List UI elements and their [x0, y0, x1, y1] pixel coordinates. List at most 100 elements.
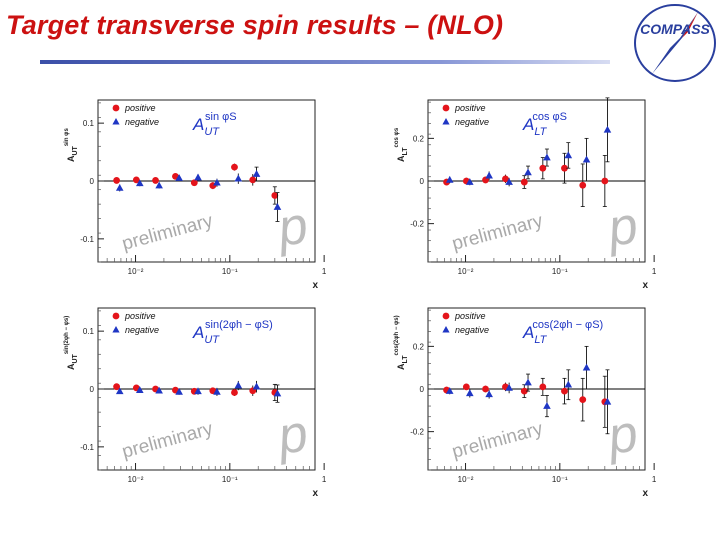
point-positive [132, 176, 140, 184]
x-axis-label: x [312, 280, 318, 291]
point-negative [252, 170, 261, 177]
slide-title: Target transverse spin results – (NLO) [6, 10, 504, 40]
y-tick-label: 0.2 [413, 342, 425, 351]
y-axis-label: AUTsin φs [64, 128, 79, 162]
x-tick-label: 10⁻¹ [222, 267, 238, 276]
y-axis-label-sup: cos φs [394, 127, 400, 147]
x-tick-label: 10⁻² [458, 475, 474, 484]
chart-title-base: A [522, 323, 534, 342]
point-negative [234, 174, 243, 182]
y-axis-label-main: A [396, 363, 406, 370]
x-tick-label: 10⁻² [128, 267, 144, 276]
watermark-preliminary: preliminary [120, 418, 216, 462]
chart-title-sub: UT [204, 334, 220, 346]
point-positive [601, 177, 609, 185]
y-axis-label: ALTcos φs [394, 127, 409, 162]
point-positive [579, 181, 587, 189]
legend-marker-negative [442, 326, 450, 333]
y-axis-label-sup: sin(2φh − φs) [64, 316, 70, 354]
logo-text: COMPASS [640, 21, 710, 37]
point-negative [136, 179, 144, 187]
y-tick-label: -0.2 [410, 220, 424, 229]
legend-label-positive: positive [454, 103, 486, 113]
chart-title-sup: cos(2φh − φS) [532, 319, 603, 331]
y-tick-label: -0.1 [80, 443, 94, 452]
point-positive [482, 385, 489, 393]
point-negative [115, 387, 124, 395]
point-negative [213, 387, 221, 395]
watermark-preliminary: preliminary [450, 418, 546, 462]
point-positive [249, 176, 257, 184]
chart-title-sup: sin φS [205, 111, 237, 123]
point-positive [231, 389, 238, 396]
point-negative [603, 125, 612, 133]
point-negative [273, 203, 282, 210]
point-negative [564, 151, 573, 159]
watermark-partial: p [603, 404, 642, 466]
point-negative [175, 387, 183, 395]
point-negative [582, 363, 591, 371]
point-negative [115, 183, 124, 191]
x-tick-label: 10⁻¹ [552, 267, 568, 276]
y-axis-label-main: A [66, 155, 76, 162]
point-negative [485, 390, 493, 398]
point-positive [579, 396, 587, 404]
x-tick-label: 10⁻² [128, 475, 144, 484]
point-negative [505, 178, 513, 185]
y-tick-label: -0.2 [410, 428, 424, 437]
watermark-partial: p [603, 196, 642, 258]
point-positive [271, 192, 279, 199]
point-negative [234, 381, 243, 389]
point-negative [194, 173, 202, 181]
chart-title-base: A [192, 323, 204, 342]
point-negative [524, 168, 532, 176]
point-negative [194, 387, 202, 395]
point-negative [543, 402, 551, 409]
chart-panel-cos-phis: -0.2 0 0.2 10⁻² 10⁻¹ 1 x ALTcos φs preliminary p p… [390, 90, 690, 300]
chart-title: ALT cos(2φh − φS) [522, 319, 603, 346]
point-positive [539, 383, 547, 391]
y-axis-label: AUTsin(2φh − φs) [64, 316, 79, 370]
x-tick-label: 10⁻¹ [222, 475, 238, 484]
point-positive [231, 163, 238, 171]
point-negative [213, 178, 221, 186]
point-negative [485, 171, 493, 179]
point-negative [466, 178, 474, 185]
x-axis-label: x [642, 488, 648, 499]
watermark-partial: p [273, 404, 312, 466]
legend-marker-negative [112, 118, 120, 125]
chart-title: ALT cos φS [522, 111, 567, 138]
y-axis-label-sub: LT [402, 147, 409, 156]
legend-label-negative: negative [455, 117, 489, 127]
point-negative [543, 153, 551, 161]
point-negative [445, 175, 454, 183]
point-positive [561, 387, 568, 395]
y-axis-label-sub: LT [402, 355, 409, 364]
legend-label-negative: negative [125, 117, 159, 127]
chart-title: AUT sin(2φh − φS) [192, 319, 273, 346]
y-axis-label-main: A [396, 155, 406, 162]
point-negative [136, 386, 144, 393]
legend-label-positive: positive [124, 103, 156, 113]
point-positive [539, 164, 547, 172]
y-axis-label-sub: UT [72, 353, 79, 363]
point-negative [273, 389, 282, 397]
point-positive [113, 177, 121, 184]
chart-title-sub: UT [204, 126, 220, 138]
compass-logo: COMPASS [634, 4, 716, 82]
legend-marker-negative [112, 326, 120, 333]
point-negative [582, 155, 591, 163]
legend-marker-positive [442, 104, 450, 112]
x-axis-label: x [642, 280, 648, 291]
watermark-preliminary: preliminary [450, 210, 546, 254]
legend-marker-positive [112, 312, 120, 320]
chart-panel-cos-2phih-phis: -0.2 0 0.2 10⁻² 10⁻¹ 1 x ALTcos(2φh − φs) prelim… [390, 298, 690, 508]
legend-label-positive: positive [454, 311, 486, 321]
legend-marker-positive [112, 104, 120, 112]
y-axis-label-sup: sin φs [64, 128, 70, 147]
chart-title-base: A [192, 115, 204, 134]
point-positive [561, 164, 568, 172]
point-positive [520, 387, 528, 395]
